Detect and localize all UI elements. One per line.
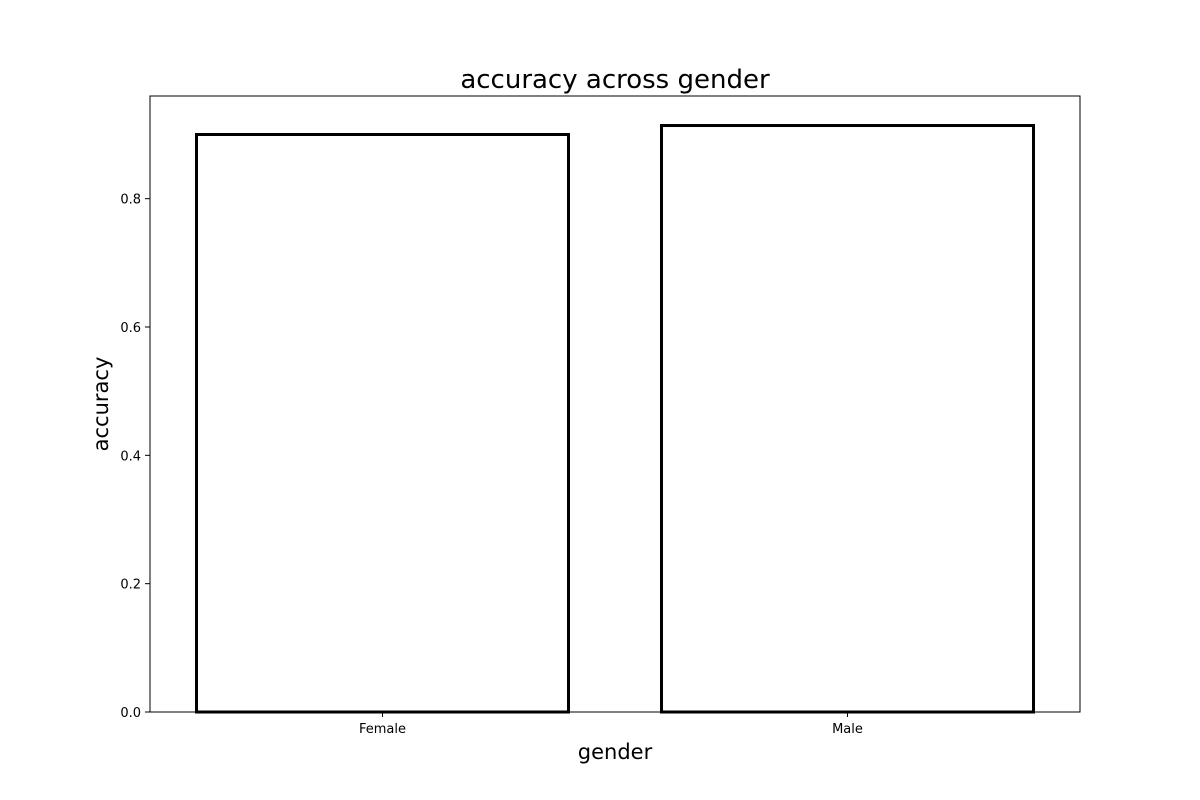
axes-frame: [149, 95, 1081, 713]
plot-area: Female Male 0.0 0.2 0.4 0.6 0.8: [120, 95, 1081, 737]
chart-title: accuracy across gender: [460, 65, 770, 95]
y-tick-label: 0.8: [120, 193, 141, 208]
x-tick-label-female: Female: [359, 722, 406, 737]
x-axis-label: gender: [578, 740, 653, 764]
y-tick-label: 0.4: [120, 449, 141, 464]
x-tick-label-male: Male: [832, 722, 863, 737]
y-axis-label: accuracy: [89, 357, 113, 452]
y-tick-label: 0.0: [120, 706, 141, 721]
y-tick-label: 0.2: [120, 578, 141, 593]
bar-male: [660, 124, 1035, 714]
y-tick-label: 0.6: [120, 321, 141, 336]
bar-female: [195, 133, 570, 714]
